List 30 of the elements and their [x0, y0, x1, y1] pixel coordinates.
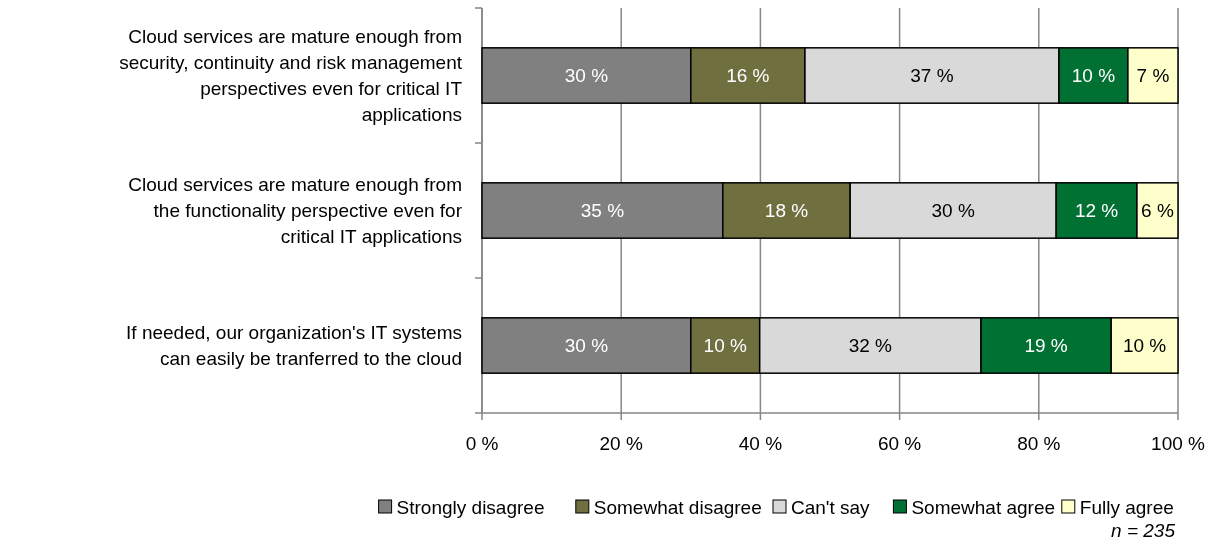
legend-label: Can't say	[791, 496, 871, 518]
data-label: 30 %	[931, 200, 975, 222]
data-label: 30 %	[564, 335, 609, 357]
data-label: 19 %	[1024, 335, 1068, 357]
data-label: 35 %	[580, 200, 625, 222]
legend-label: Strongly disagree	[396, 496, 545, 518]
data-label: 16 %	[726, 65, 770, 87]
text: n = 235	[1111, 520, 1176, 541]
data-label: 32 %	[848, 335, 893, 357]
x-tick-label: 80 %	[1017, 433, 1061, 454]
data-label: 10 %	[1071, 65, 1116, 87]
x-tick-label: 0 %	[465, 433, 499, 454]
data-label: 18 %	[764, 200, 809, 222]
data-label: 37 %	[910, 65, 954, 87]
y-tick-label: If needed, our organization's IT systems can easily be tranferred to the cloud	[126, 322, 462, 370]
data-label: 6 %	[1141, 200, 1174, 222]
legend-label: Fully agree	[1079, 496, 1174, 518]
data-label: 30 %	[564, 65, 609, 87]
x-tick-label: 60 %	[877, 433, 922, 454]
data-label: 10 %	[1122, 335, 1167, 357]
data-label: 12 %	[1074, 200, 1119, 222]
legend-label: Somewhat disagree	[593, 496, 762, 518]
x-tick-label: 40 %	[738, 433, 783, 454]
x-tick-label: 100 %	[1151, 433, 1206, 454]
legend-label: Somewhat agree	[911, 496, 1056, 518]
x-tick-label: 20 %	[599, 433, 643, 454]
y-tick-label: Cloud services are mature enough from the functionality perspective even for critical IT applications	[128, 174, 463, 248]
y-tick-label: Cloud services are mature enough from security, continuity and risk management perspectives even for critical IT applications	[119, 26, 463, 126]
data-label: 10 %	[703, 335, 748, 357]
data-label: 7 %	[1136, 65, 1170, 87]
